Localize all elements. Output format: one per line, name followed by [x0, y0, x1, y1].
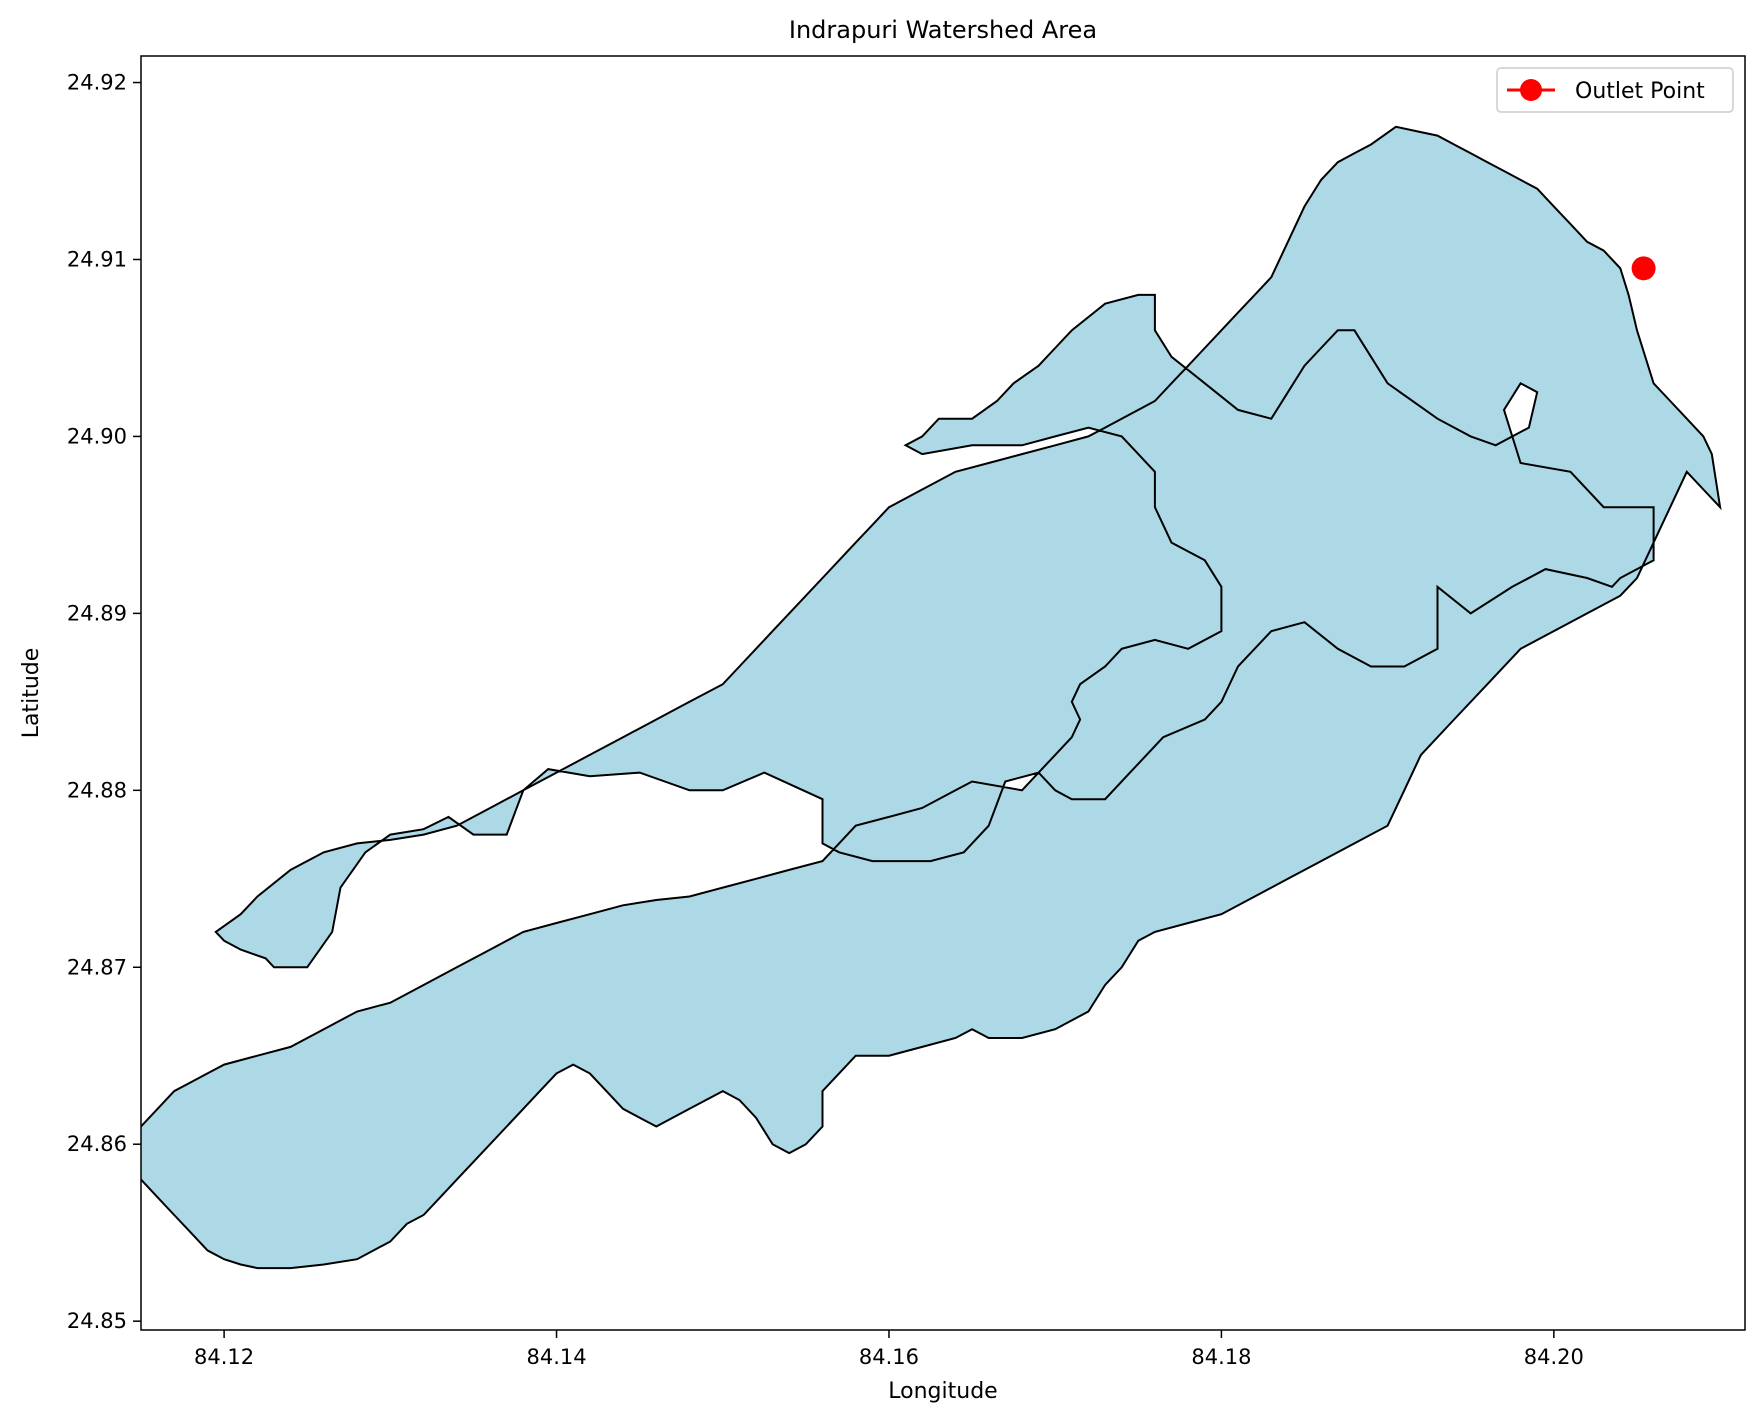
- legend-label: Outlet Point: [1575, 79, 1705, 104]
- y-tick-label: 24.92: [67, 71, 127, 95]
- watershed-polygon: [141, 125, 1722, 1270]
- y-axis-label: Latitude: [19, 648, 44, 739]
- y-axis-ticks: 24.85 24.86 24.87 24.88 24.89 24.90 24.91 24.92: [67, 71, 141, 1333]
- x-axis-ticks: 84.12 84.14 84.16 84.18 84.20: [194, 1330, 1584, 1369]
- x-tick-label: 84.16: [859, 1345, 919, 1369]
- outlet-layer: [1631, 256, 1656, 281]
- legend-marker-swatch: [1520, 79, 1542, 101]
- x-tick-label: 84.12: [194, 1345, 254, 1369]
- outlet-point-marker: [1631, 256, 1656, 281]
- y-tick-label: 24.87: [67, 955, 127, 979]
- x-axis-label: Longitude: [888, 1379, 997, 1404]
- y-tick-label: 24.91: [67, 247, 127, 271]
- y-tick-label: 24.86: [67, 1132, 127, 1156]
- y-tick-label: 24.90: [67, 424, 127, 448]
- y-tick-label: 24.89: [67, 601, 127, 625]
- x-tick-label: 84.14: [526, 1345, 586, 1369]
- y-tick-label: 24.88: [67, 778, 127, 802]
- watershed-layer: [141, 125, 1722, 1270]
- y-tick-label: 24.85: [67, 1309, 127, 1333]
- x-tick-label: 84.20: [1524, 1345, 1584, 1369]
- chart-title: Indrapuri Watershed Area: [789, 16, 1097, 44]
- x-tick-label: 84.18: [1191, 1345, 1251, 1369]
- plot-frame: [140, 55, 1746, 1331]
- legend-box: [1496, 67, 1734, 113]
- legend: Outlet Point: [1496, 67, 1734, 113]
